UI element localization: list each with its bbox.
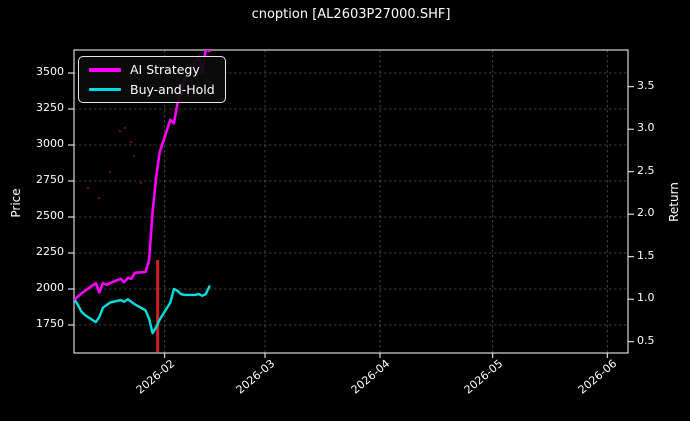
legend-box: AI Strategy Buy-and-Hold bbox=[78, 56, 226, 103]
price-tick-label: 2250 bbox=[36, 245, 64, 258]
left-axis-title: Price bbox=[9, 188, 23, 218]
return-tick-label: 1.0 bbox=[637, 291, 655, 304]
price-tick-label: 3000 bbox=[36, 137, 64, 150]
red-speck bbox=[86, 186, 90, 190]
red-speck bbox=[129, 140, 133, 144]
buy-and-hold-line bbox=[74, 285, 211, 335]
legend-label: Buy-and-Hold bbox=[130, 81, 215, 97]
axes-spines bbox=[73, 49, 629, 354]
red-speck bbox=[132, 154, 136, 158]
price-tick-label: 3500 bbox=[36, 65, 64, 78]
legend-item-buy-and-hold: Buy-and-Hold bbox=[85, 80, 219, 100]
red-speck bbox=[108, 170, 112, 174]
red-speck bbox=[97, 196, 101, 200]
red-speck bbox=[123, 126, 127, 130]
red-speck bbox=[118, 129, 122, 133]
price-tick-label: 2750 bbox=[36, 173, 64, 186]
legend-label: AI Strategy bbox=[130, 62, 200, 78]
ai-strategy-line-swatch bbox=[89, 68, 121, 72]
return-tick-label: 3.5 bbox=[637, 79, 655, 92]
price-tick-label: 2500 bbox=[36, 209, 64, 222]
red-speck bbox=[139, 181, 143, 185]
price-tick-label: 1750 bbox=[36, 317, 64, 330]
buy-and-hold-line-swatch bbox=[89, 87, 121, 91]
price-tick-label: 2000 bbox=[36, 281, 64, 294]
return-tick-label: 2.5 bbox=[637, 164, 655, 177]
chart-title: cnoption [AL2603P27000.SHF] bbox=[251, 7, 451, 22]
return-tick-label: 3.0 bbox=[637, 121, 655, 134]
right-axis-title: Return bbox=[667, 182, 681, 222]
price-tick-label: 3250 bbox=[36, 101, 64, 114]
return-tick-label: 0.5 bbox=[637, 334, 655, 347]
legend-item-ai-strategy: AI Strategy bbox=[85, 60, 219, 80]
return-tick-label: 2.0 bbox=[637, 206, 655, 219]
return-tick-label: 1.5 bbox=[637, 249, 655, 262]
